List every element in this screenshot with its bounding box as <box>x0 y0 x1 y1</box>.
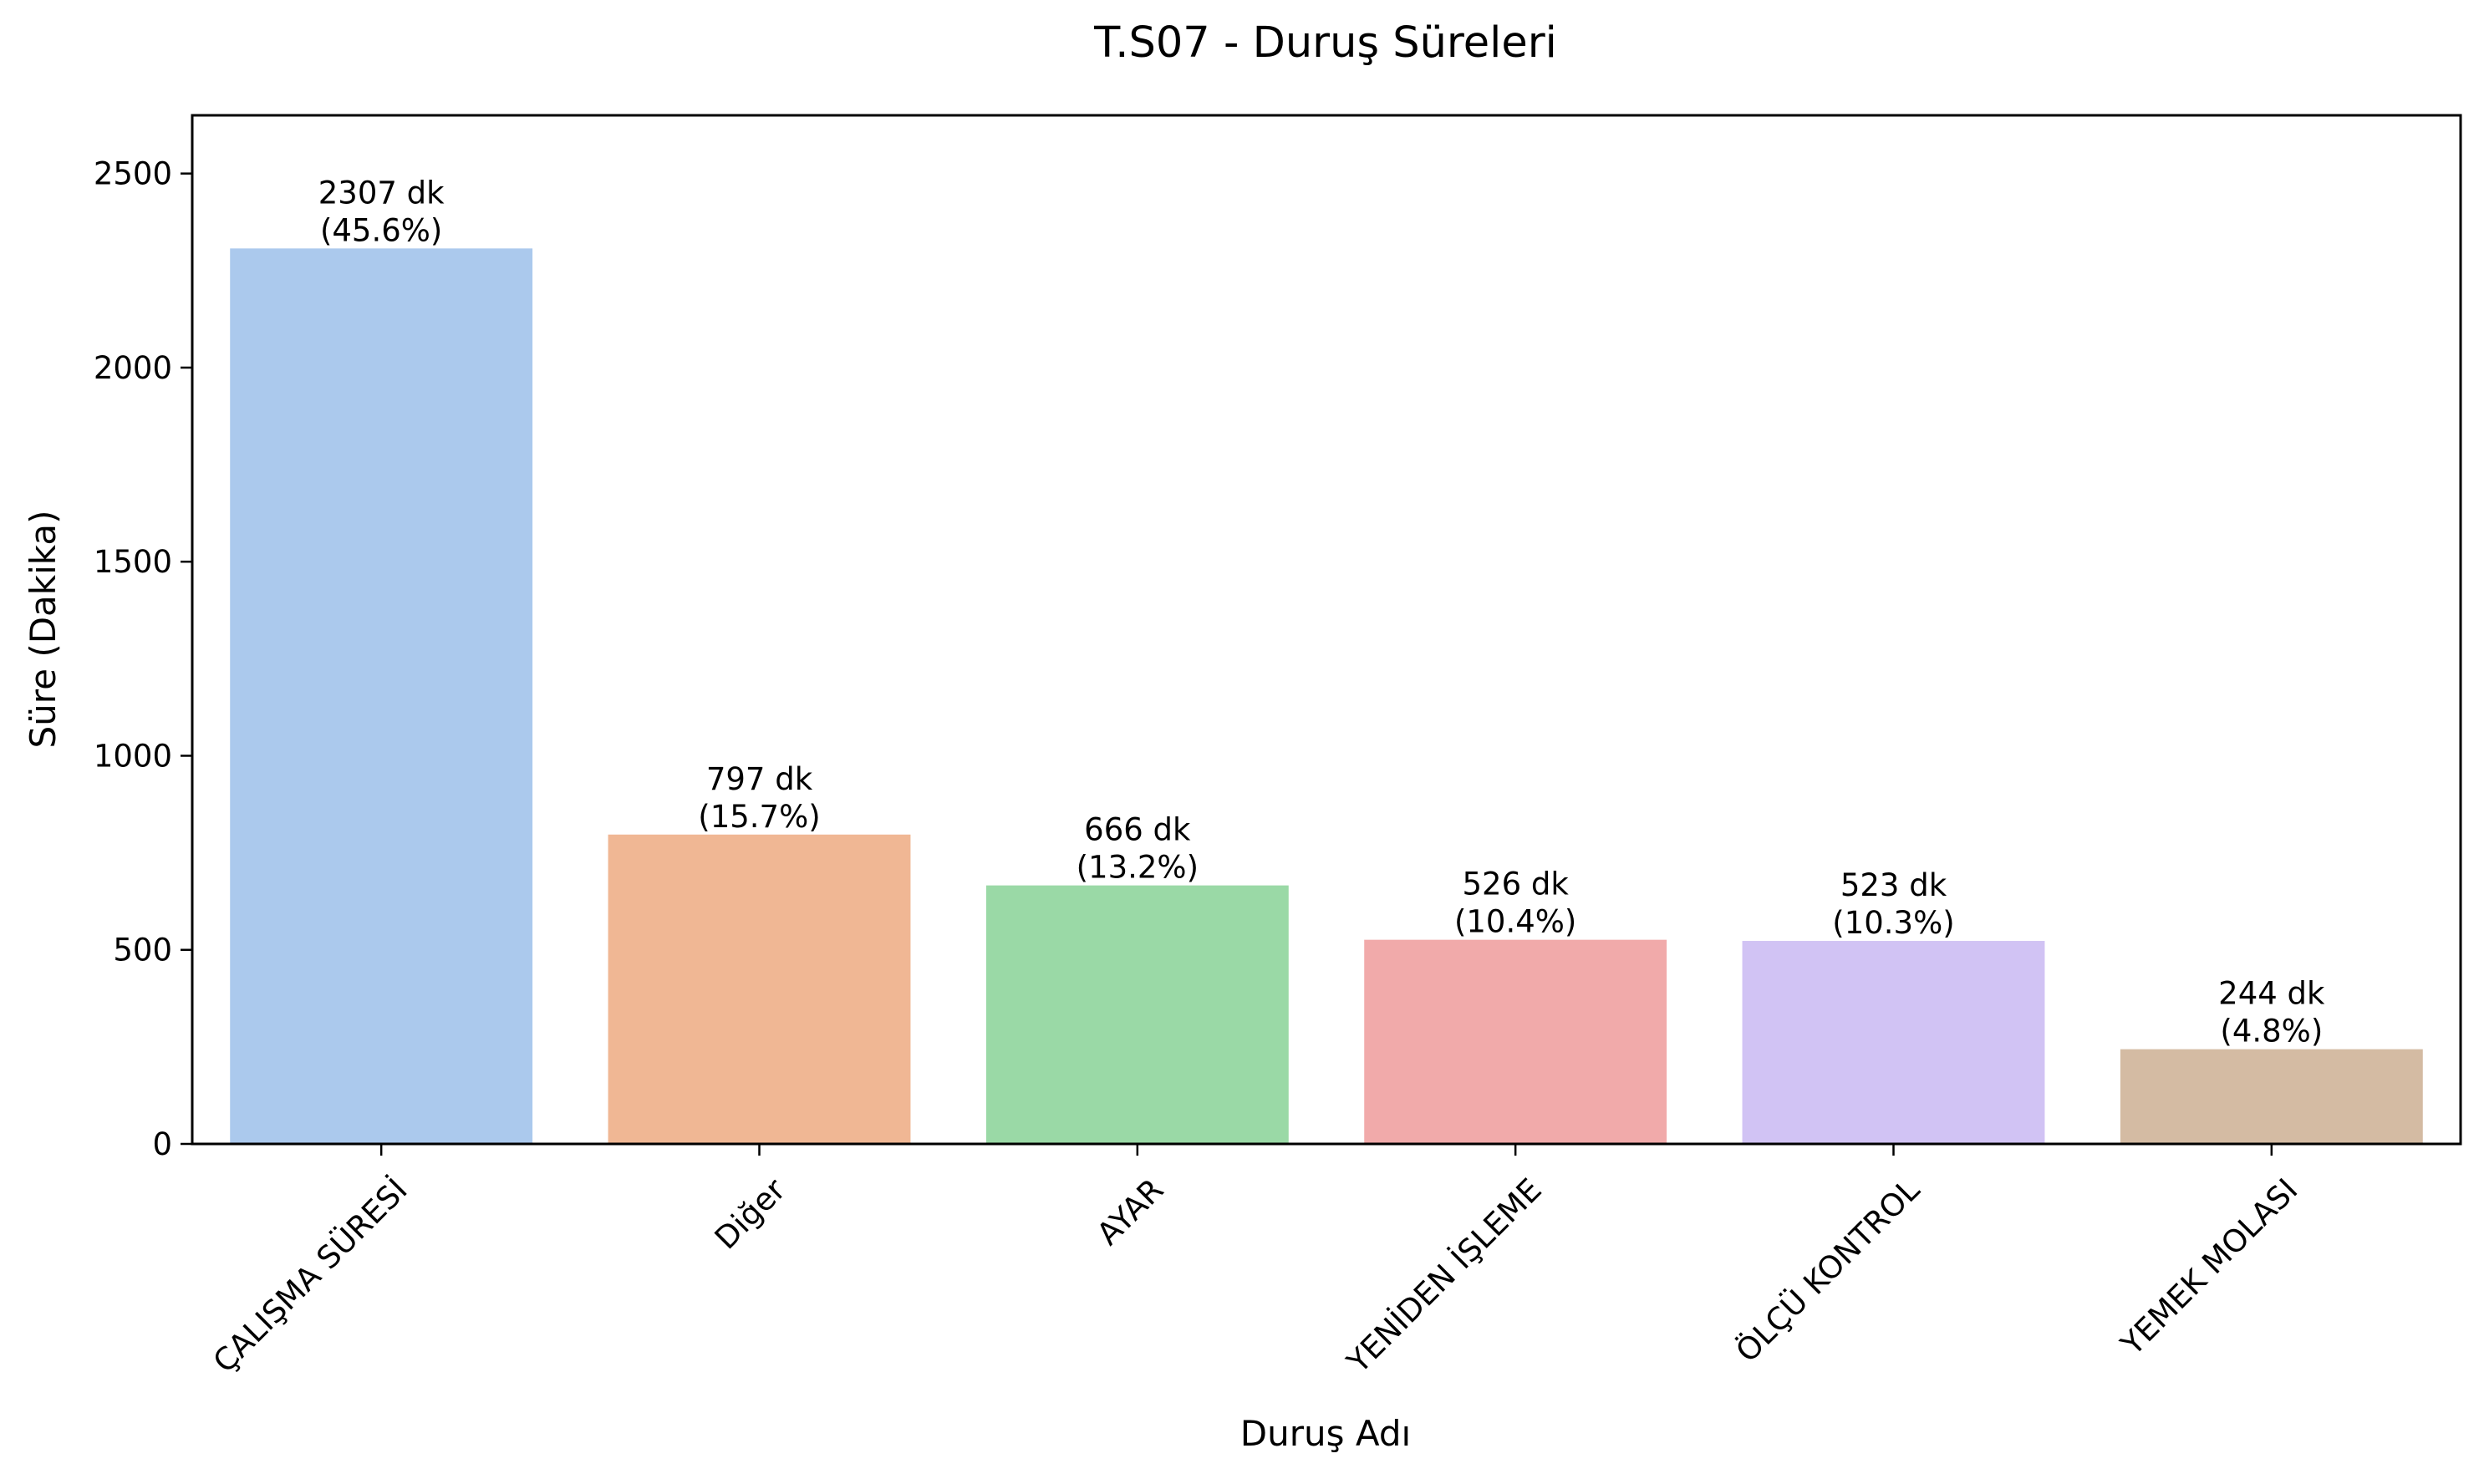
y-tick-label: 500 <box>113 933 172 968</box>
bar-percent-label: (10.3%) <box>1832 905 1954 941</box>
y-axis: 0 500 1000 1500 2000 2500 <box>94 156 192 1162</box>
y-tick-label: 1000 <box>94 738 172 774</box>
bar-value-label: 526 dk <box>1463 867 1570 902</box>
bar-value-label: 666 dk <box>1084 812 1191 848</box>
bar <box>1742 941 2045 1144</box>
bar <box>985 885 1289 1144</box>
bar-percent-label: (10.4%) <box>1454 904 1576 940</box>
chart-title: T.S07 - Duruş Süreleri <box>1093 18 1557 68</box>
bar-value-label: 523 dk <box>1840 867 1947 903</box>
bar <box>1364 939 1667 1144</box>
bar-value-label: 244 dk <box>2218 976 2325 1012</box>
bar <box>230 248 533 1144</box>
y-tick-label: 1500 <box>94 544 172 580</box>
bar-percent-label: (13.2%) <box>1077 850 1199 886</box>
bar-percent-label: (4.8%) <box>2220 1014 2323 1049</box>
bar-value-label: 797 dk <box>706 761 813 797</box>
bar <box>2120 1049 2423 1144</box>
x-axis-title: Duruş Adı <box>1240 1413 1411 1454</box>
plot-area-frame <box>191 114 2462 1146</box>
y-tick-label: 0 <box>152 1126 172 1162</box>
y-tick-label: 2500 <box>94 156 172 192</box>
bars-layer <box>230 248 2423 1144</box>
bar-percent-label: (15.7%) <box>698 799 820 835</box>
y-tick-label: 2000 <box>94 350 172 386</box>
bar-value-label: 2307 dk <box>318 175 445 211</box>
bar-percent-label: (45.6%) <box>320 212 442 248</box>
y-axis-title: Süre (Dakika) <box>23 511 64 749</box>
bar-labels-layer: 2307 dk(45.6%) 797 dk(15.7%) 666 dk(13.2%)… <box>318 175 2325 1049</box>
bar <box>608 834 911 1144</box>
